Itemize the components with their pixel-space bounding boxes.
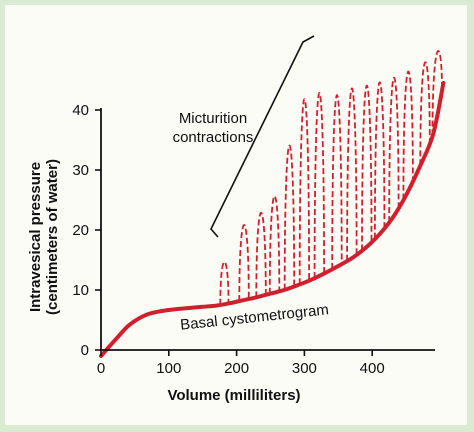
contraction-peak xyxy=(238,224,250,302)
contraction-peak xyxy=(298,98,310,285)
contraction-peak xyxy=(268,195,281,294)
contractions-label-line1: Micturition xyxy=(179,110,247,127)
axes-layer xyxy=(100,108,435,351)
contraction-peak xyxy=(419,61,431,166)
contraction-peak xyxy=(283,144,296,290)
y-tick-label: 0 xyxy=(81,342,89,359)
x-tick-label: 400 xyxy=(360,360,385,377)
contraction-peak xyxy=(255,211,267,298)
y-tick-label: 30 xyxy=(72,162,89,179)
y-tick-label: 10 xyxy=(72,282,89,299)
contraction-peak xyxy=(374,81,386,239)
y-tick-label: 40 xyxy=(72,102,89,119)
contraction-peak xyxy=(388,76,400,223)
contraction-peak xyxy=(346,87,358,261)
x-tick-label: 300 xyxy=(292,360,317,377)
contraction-peak xyxy=(361,84,373,251)
contraction-peak xyxy=(331,94,343,270)
contraction-peak xyxy=(431,50,443,136)
contraction-peak xyxy=(402,70,414,200)
contractions-bracket xyxy=(210,35,315,238)
x-tick-label: 100 xyxy=(156,360,181,377)
x-tick-label: 200 xyxy=(224,360,249,377)
contractions-label-line2: contractions xyxy=(173,129,254,146)
x-tick-label: 0 xyxy=(97,360,105,377)
basal-cystometrogram-curve xyxy=(99,81,446,358)
cystometrogram-chart: 0 100 200 300 400 0 10 20 30 40 Micturition contr… xyxy=(27,35,446,404)
x-axis-title: Volume (milliliters) xyxy=(167,387,300,404)
contraction-peak xyxy=(219,261,230,305)
figure-panel: 0 100 200 300 400 0 10 20 30 40 Micturition contr… xyxy=(5,5,467,425)
y-axis-title-line2: (centimeters of water) xyxy=(44,159,61,315)
y-tick-label: 20 xyxy=(72,222,89,239)
curves-layer xyxy=(99,50,446,358)
contraction-peak xyxy=(313,92,325,279)
y-axis-title-line1: Intravesical pressure xyxy=(27,162,44,312)
ticks-layer: 0 100 200 300 400 0 10 20 30 40 xyxy=(72,102,384,377)
